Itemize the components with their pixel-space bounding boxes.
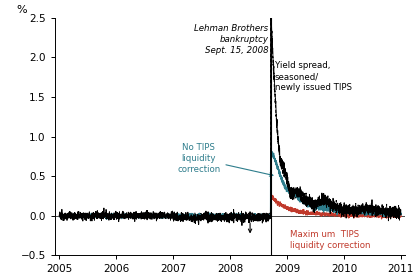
Text: Maxim um  TIPS
liquidity correction: Maxim um TIPS liquidity correction <box>290 230 370 250</box>
Text: %: % <box>16 5 27 15</box>
Text: Yield spread,
seasoned/
newly issued TIPS: Yield spread, seasoned/ newly issued TIP… <box>275 61 352 92</box>
Text: Lehman Brothers
bankruptcy
Sept. 15, 2008: Lehman Brothers bankruptcy Sept. 15, 200… <box>194 24 268 55</box>
Text: No TIPS
liquidity
correction: No TIPS liquidity correction <box>177 143 273 176</box>
